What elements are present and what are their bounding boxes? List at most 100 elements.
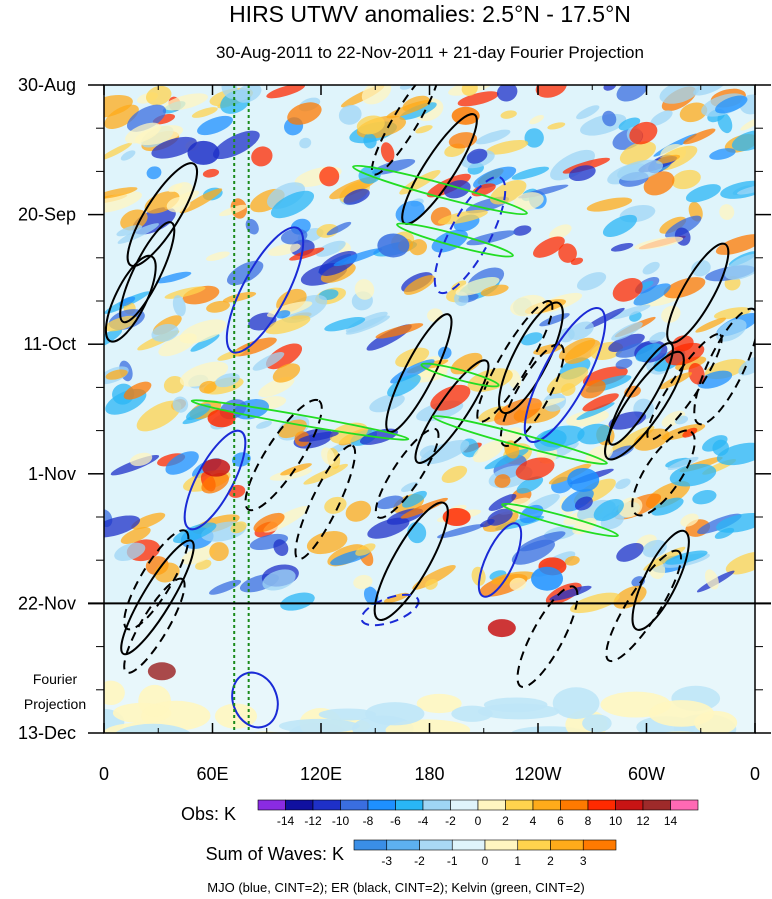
anomaly-patch bbox=[665, 342, 705, 366]
anomaly-patch bbox=[593, 498, 624, 522]
anomaly-patch bbox=[643, 171, 675, 196]
anomaly-patch bbox=[179, 188, 223, 214]
x-tick-label: 60W bbox=[628, 764, 665, 784]
colorbar-level-label: 1 bbox=[514, 854, 521, 868]
anomaly-patch bbox=[319, 166, 340, 187]
colorbar-swatch bbox=[532, 799, 561, 811]
er-contour bbox=[126, 162, 199, 268]
kelvin-contour bbox=[190, 399, 410, 441]
mjo-contour bbox=[225, 226, 305, 354]
anomaly-patch bbox=[326, 221, 352, 236]
anomaly-patch bbox=[209, 542, 229, 562]
anomaly-patch bbox=[136, 400, 182, 432]
colorbar-swatch bbox=[670, 799, 699, 811]
anomaly-patch bbox=[372, 158, 416, 175]
anomaly-patch bbox=[206, 300, 230, 313]
anomaly-patch bbox=[131, 512, 166, 530]
anomaly-patch bbox=[500, 427, 522, 443]
anomaly-patch bbox=[399, 102, 437, 121]
anomaly-patch bbox=[576, 402, 615, 420]
colorbar-level-label: 12 bbox=[636, 814, 650, 828]
anomaly-patch bbox=[251, 146, 273, 167]
anomaly-patch bbox=[561, 383, 576, 396]
anomaly-patch bbox=[363, 133, 377, 149]
y-tick-label: 22-Nov bbox=[18, 593, 76, 613]
anomaly-patch bbox=[709, 148, 736, 160]
anomaly-patch bbox=[650, 110, 673, 126]
chart-subtitle: 30-Aug-2011 to 22-Nov-2011 + 21-day Four… bbox=[216, 43, 644, 62]
colorbar-swatch bbox=[450, 799, 479, 811]
anomaly-patch bbox=[669, 463, 717, 487]
anomaly-patch bbox=[633, 283, 671, 306]
anomaly-patch bbox=[546, 367, 589, 395]
anomaly-core bbox=[442, 508, 471, 526]
anomaly-patch bbox=[205, 251, 230, 261]
anomaly-patch bbox=[287, 102, 322, 125]
er-contour bbox=[244, 398, 323, 512]
waves-colorbar: -3 -2 -1 0 1 2 3 bbox=[353, 839, 617, 868]
anomaly-patch bbox=[345, 315, 390, 335]
anomaly-patch bbox=[558, 337, 596, 361]
anomaly-field bbox=[104, 85, 755, 733]
anomaly-patch bbox=[226, 260, 264, 286]
mjo-contour bbox=[183, 429, 247, 531]
anomaly-patch bbox=[321, 447, 335, 465]
anomaly-patch bbox=[513, 192, 544, 211]
colorbar-swatch bbox=[484, 839, 519, 851]
anomaly-patch bbox=[441, 465, 468, 483]
anomaly-patch bbox=[231, 452, 251, 467]
anomaly-patch bbox=[380, 142, 395, 163]
colorbar-swatch bbox=[477, 799, 506, 811]
anomaly-patch bbox=[164, 286, 206, 299]
anomaly-patch bbox=[201, 472, 230, 494]
anomaly-patch bbox=[486, 139, 529, 155]
anomaly-patch bbox=[574, 496, 593, 511]
er-contour bbox=[123, 529, 190, 631]
anomaly-patch bbox=[173, 522, 217, 544]
anomaly-patch bbox=[549, 224, 572, 240]
anomaly-patch bbox=[695, 317, 727, 333]
anomaly-patch bbox=[105, 369, 128, 380]
anomaly-patch bbox=[608, 333, 645, 352]
mjo-contour bbox=[433, 175, 507, 295]
er-contour bbox=[294, 444, 357, 561]
anomaly-patch bbox=[165, 451, 199, 475]
anomaly-patch bbox=[634, 236, 684, 250]
obs-colorbar: -14 -12 -10 -8 -6 -4 -2 0 2 4 6 8 10 12 14 bbox=[257, 799, 699, 828]
anomaly-patch bbox=[262, 569, 296, 591]
anomaly-patch bbox=[179, 361, 229, 387]
y-tick-label: 1-Nov bbox=[28, 464, 76, 484]
anomaly-patch bbox=[511, 539, 555, 565]
anomaly-patch bbox=[117, 223, 159, 244]
anomaly-patch bbox=[172, 396, 189, 413]
anomaly-patch bbox=[212, 130, 260, 160]
er-contour bbox=[385, 313, 453, 434]
colorbar-swatch bbox=[386, 839, 420, 851]
projection-patch bbox=[660, 731, 700, 733]
er-contour bbox=[476, 300, 554, 423]
anomaly-patch bbox=[104, 142, 133, 160]
projection-patch bbox=[582, 714, 612, 733]
anomaly-patch bbox=[324, 317, 366, 332]
colorbar-swatch bbox=[505, 799, 534, 811]
anomaly-patch bbox=[738, 355, 755, 376]
x-tick-label: 60E bbox=[196, 764, 228, 784]
anomaly-patch bbox=[437, 524, 485, 539]
anomaly-patch bbox=[618, 497, 643, 518]
er-contour bbox=[631, 529, 690, 631]
colorbar-level-label: -4 bbox=[418, 814, 429, 828]
er-contour bbox=[607, 342, 674, 446]
anomaly-patch bbox=[221, 85, 239, 99]
anomaly-patch bbox=[252, 352, 285, 371]
anomaly-patch bbox=[266, 85, 306, 99]
colorbar-level-label: -14 bbox=[277, 814, 295, 828]
anomaly-patch bbox=[265, 315, 311, 335]
anomaly-patch bbox=[270, 190, 315, 219]
mjo-contour bbox=[477, 522, 523, 598]
anomaly-patch bbox=[580, 379, 606, 399]
anomaly-patch bbox=[549, 585, 592, 601]
anomaly-patch bbox=[376, 495, 404, 510]
anomaly-patch bbox=[473, 166, 517, 189]
mjo-contour bbox=[231, 671, 279, 729]
x-tick-label: 180 bbox=[414, 764, 444, 784]
